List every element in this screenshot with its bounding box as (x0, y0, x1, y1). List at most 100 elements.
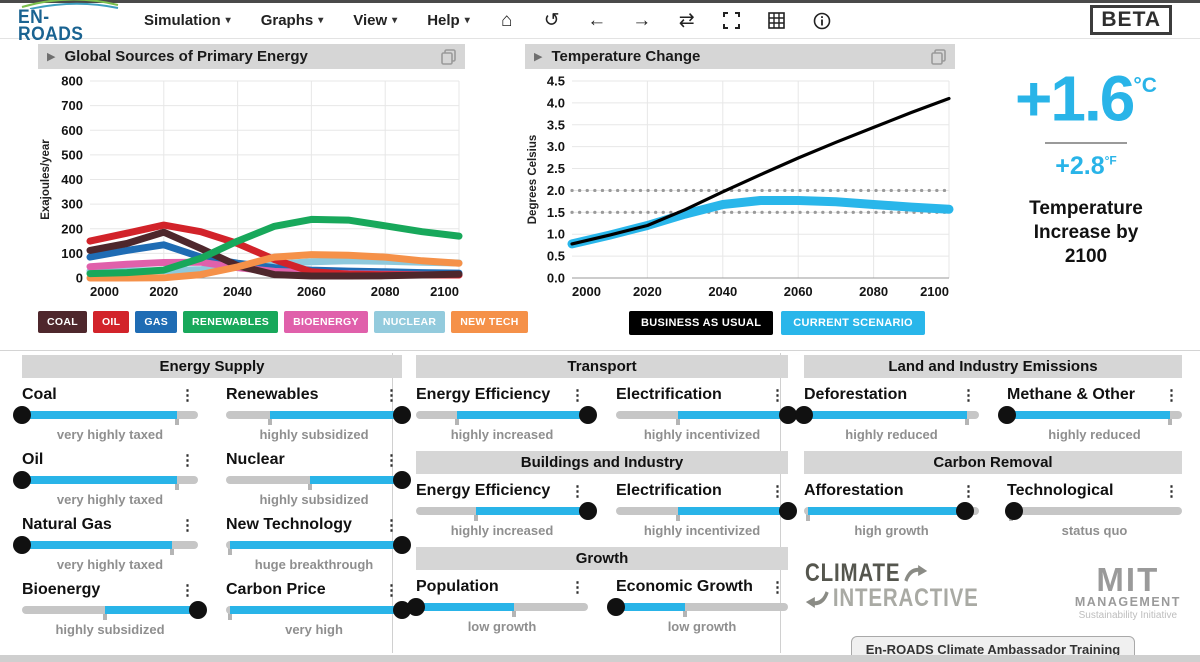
methane-other-slider[interactable] (998, 406, 1182, 425)
kebab-menu-icon[interactable]: ⋮ (384, 452, 399, 469)
oil-slider[interactable] (13, 471, 198, 490)
curved-arrow-icon (805, 590, 829, 608)
legend-chip-nuclear[interactable]: NUCLEAR (373, 311, 446, 333)
buildings-electrification-slider[interactable] (616, 502, 797, 521)
menu-simulation[interactable]: Simulation ▾ (144, 12, 231, 29)
slider-status: highly increased (450, 427, 554, 442)
natural-gas-slider[interactable] (13, 536, 198, 555)
svg-text:0.0: 0.0 (547, 271, 565, 286)
kebab-menu-icon[interactable]: ⋮ (770, 483, 785, 500)
collapse-triangle-icon[interactable]: ▶ (534, 51, 543, 63)
legend-chip-new-tech[interactable]: NEW TECH (451, 311, 528, 333)
legend-chip-gas[interactable]: GAS (135, 311, 178, 333)
transport-electrification-slider[interactable] (616, 406, 797, 425)
right-panels-column: Land and Industry Emissions Deforestatio… (795, 355, 1182, 662)
copy-icon[interactable] (441, 48, 456, 65)
legend-chip-business-as-usual[interactable]: BUSINESS AS USUAL (629, 311, 774, 335)
kebab-menu-icon[interactable]: ⋮ (770, 387, 785, 404)
nuclear-slider[interactable] (226, 471, 411, 490)
menu-help[interactable]: Help ▾ (427, 12, 470, 29)
kebab-menu-icon[interactable]: ⋮ (770, 579, 785, 596)
slider-thumb[interactable] (13, 536, 31, 554)
compare-arrows-icon[interactable]: ⇄ (678, 9, 695, 31)
slider-label: New Technology (226, 516, 352, 533)
menu-graphs[interactable]: Graphs ▾ (260, 12, 324, 29)
back-arrow-icon[interactable]: ← (587, 9, 607, 31)
table-icon[interactable] (766, 10, 788, 32)
slider-thumb[interactable] (393, 536, 411, 554)
slider-economic-growth: Economic Growth ⋮ low growth (607, 576, 788, 634)
mit-management-logo[interactable]: MIT MANAGEMENT Sustainability Initiative (1074, 561, 1181, 621)
slider-bioenergy: Bioenergy ⋮ highly subsidized (22, 579, 207, 637)
home-icon[interactable]: ⌂ (501, 9, 513, 31)
kebab-menu-icon[interactable]: ⋮ (1164, 387, 1179, 404)
slider-thumb[interactable] (956, 502, 974, 520)
kebab-menu-icon[interactable]: ⋮ (180, 517, 195, 534)
carbon-price-slider[interactable] (226, 601, 411, 620)
kebab-menu-icon[interactable]: ⋮ (384, 582, 399, 599)
slider-fill (616, 603, 685, 611)
bioenergy-slider[interactable] (22, 601, 207, 620)
slider-thumb[interactable] (779, 406, 797, 424)
slider-thumb[interactable] (579, 502, 597, 520)
slider-thumb[interactable] (779, 502, 797, 520)
slider-status: highly increased (450, 523, 554, 538)
transport-energy-efficiency-slider[interactable] (416, 406, 597, 425)
deforestation-slider[interactable] (795, 406, 979, 425)
slider-thumb[interactable] (579, 406, 597, 424)
legend-chip-coal[interactable]: COAL (38, 311, 87, 333)
legend-chip-current-scenario[interactable]: CURRENT SCENARIO (781, 311, 925, 335)
copy-icon[interactable] (931, 48, 946, 65)
kebab-menu-icon[interactable]: ⋮ (1164, 483, 1179, 500)
legend-chip-renewables[interactable]: RENEWABLES (183, 311, 279, 333)
slider-thumb[interactable] (407, 598, 425, 616)
forward-arrow-icon[interactable]: → (632, 9, 652, 31)
slider-track[interactable] (1007, 507, 1182, 515)
kebab-menu-icon[interactable]: ⋮ (570, 387, 585, 404)
kebab-menu-icon[interactable]: ⋮ (384, 387, 399, 404)
slider-fill (677, 507, 788, 515)
menu-view[interactable]: View ▾ (353, 12, 398, 29)
kebab-menu-icon[interactable]: ⋮ (961, 387, 976, 404)
slider-thumb[interactable] (998, 406, 1016, 424)
population-slider[interactable] (407, 598, 588, 617)
slider-thumb[interactable] (393, 406, 411, 424)
slider-track[interactable] (616, 603, 788, 611)
slider-label: Technological (1007, 482, 1114, 499)
fullscreen-icon[interactable] (721, 10, 743, 32)
collapse-triangle-icon[interactable]: ▶ (47, 51, 56, 63)
legend-chip-oil[interactable]: OIL (92, 311, 130, 333)
slider-thumb[interactable] (1005, 502, 1023, 520)
economic-growth-slider[interactable] (607, 598, 788, 617)
kebab-menu-icon[interactable]: ⋮ (570, 483, 585, 500)
svg-text:2060: 2060 (297, 284, 326, 299)
undo-icon[interactable]: ↺ (543, 9, 560, 31)
new-technology-slider[interactable] (226, 536, 411, 555)
svg-text:1.0: 1.0 (547, 227, 565, 242)
slider-thumb[interactable] (13, 471, 31, 489)
kebab-menu-icon[interactable]: ⋮ (180, 452, 195, 469)
renewables-slider[interactable] (226, 406, 411, 425)
slider-fill (1007, 411, 1170, 419)
svg-text:2.0: 2.0 (547, 183, 565, 198)
slider-thumb[interactable] (13, 406, 31, 424)
info-icon[interactable] (811, 10, 833, 32)
kebab-menu-icon[interactable]: ⋮ (180, 387, 195, 404)
kebab-menu-icon[interactable]: ⋮ (961, 483, 976, 500)
en-roads-logo[interactable]: EN-ROADS (18, 0, 122, 44)
slider-thumb[interactable] (189, 601, 207, 619)
legend-chip-bioenergy[interactable]: BIOENERGY (284, 311, 368, 333)
afforestation-slider[interactable] (804, 502, 979, 521)
kebab-menu-icon[interactable]: ⋮ (180, 582, 195, 599)
buildings-energy-efficiency-slider[interactable] (416, 502, 597, 521)
slider-thumb[interactable] (393, 471, 411, 489)
kebab-menu-icon[interactable]: ⋮ (384, 517, 399, 534)
kebab-menu-icon[interactable]: ⋮ (570, 579, 585, 596)
climate-interactive-logo[interactable]: CLIMATE INTERACTIVE (805, 559, 979, 612)
slider-thumb[interactable] (393, 601, 411, 619)
coal-slider[interactable] (13, 406, 198, 425)
slider-thumb[interactable] (795, 406, 813, 424)
slider-thumb[interactable] (607, 598, 625, 616)
technological-slider[interactable] (1005, 502, 1182, 521)
energy-legend: COAL OIL GAS RENEWABLES BIOENERGY NUCLEA… (38, 311, 528, 333)
